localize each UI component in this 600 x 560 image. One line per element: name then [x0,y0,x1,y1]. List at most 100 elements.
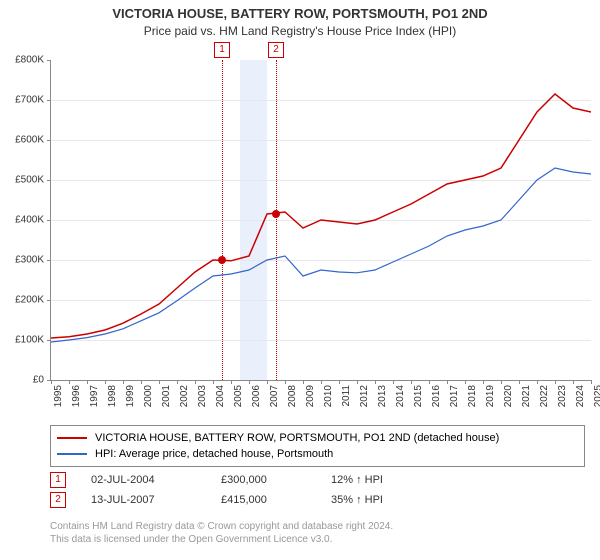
x-tick-label: 1997 [89,385,100,407]
legend-label: HPI: Average price, detached house, Port… [95,448,333,460]
x-tick-label: 2005 [233,385,244,407]
series-lines [51,60,591,380]
y-tick-mark [47,140,51,141]
x-tick-mark [375,380,376,384]
x-tick-label: 1999 [125,385,136,407]
x-tick-label: 2021 [521,385,532,407]
x-tick-label: 2011 [341,385,352,407]
x-tick-mark [195,380,196,384]
x-tick-mark [555,380,556,384]
y-tick-label: £100K [0,335,44,346]
x-tick-mark [123,380,124,384]
x-tick-label: 2020 [503,385,514,407]
x-tick-label: 2002 [179,385,190,407]
footer-line-1: Contains HM Land Registry data © Crown c… [50,520,393,533]
x-tick-mark [267,380,268,384]
y-tick-label: £800K [0,55,44,66]
y-tick-label: £0 [0,375,44,386]
x-tick-label: 1996 [71,385,82,407]
x-tick-mark [87,380,88,384]
y-tick-mark [47,100,51,101]
series-line [51,94,591,338]
event-row-date: 02-JUL-2004 [91,474,221,486]
x-tick-label: 2012 [359,385,370,407]
x-tick-mark [519,380,520,384]
x-tick-label: 2015 [413,385,424,407]
x-tick-mark [411,380,412,384]
x-tick-label: 2017 [449,385,460,407]
x-tick-label: 2008 [287,385,298,407]
x-tick-mark [483,380,484,384]
footer-line-2: This data is licensed under the Open Gov… [50,533,393,546]
x-tick-label: 1998 [107,385,118,407]
y-tick-mark [47,260,51,261]
event-label-box: 2 [268,42,284,58]
x-tick-label: 2025 [593,385,600,407]
event-label-box: 1 [214,42,230,58]
y-tick-mark [47,180,51,181]
x-tick-mark [429,380,430,384]
y-tick-mark [47,300,51,301]
x-tick-label: 2004 [215,385,226,407]
event-row-label-box: 2 [50,492,66,508]
y-tick-label: £300K [0,255,44,266]
x-tick-label: 2018 [467,385,478,407]
x-tick-label: 2022 [539,385,550,407]
plot-area: 12 [50,60,591,381]
legend-swatch [57,437,87,439]
x-tick-mark [159,380,160,384]
y-tick-label: £200K [0,295,44,306]
x-tick-mark [321,380,322,384]
legend: VICTORIA HOUSE, BATTERY ROW, PORTSMOUTH,… [50,425,585,467]
y-tick-label: £700K [0,95,44,106]
x-tick-label: 2009 [305,385,316,407]
legend-swatch [57,453,87,455]
x-tick-label: 2023 [557,385,568,407]
x-tick-label: 2016 [431,385,442,407]
chart-area: 12 1995199619971998199920002001200220032… [50,60,590,380]
legend-item: VICTORIA HOUSE, BATTERY ROW, PORTSMOUTH,… [57,430,578,446]
event-row-price: £415,000 [221,494,331,506]
y-tick-label: £500K [0,175,44,186]
x-tick-label: 2003 [197,385,208,407]
x-tick-label: 2013 [377,385,388,407]
x-tick-mark [285,380,286,384]
x-tick-label: 2000 [143,385,154,407]
event-row-note: 35% ↑ HPI [331,494,421,506]
x-tick-label: 2006 [251,385,262,407]
y-tick-mark [47,220,51,221]
event-row-note: 12% ↑ HPI [331,474,421,486]
event-row: 1 02-JUL-2004£300,00012% ↑ HPI [50,470,421,490]
x-tick-mark [105,380,106,384]
chart-title: VICTORIA HOUSE, BATTERY ROW, PORTSMOUTH,… [0,6,600,21]
event-marker [218,256,226,264]
x-tick-label: 1995 [53,385,64,407]
legend-label: VICTORIA HOUSE, BATTERY ROW, PORTSMOUTH,… [95,432,499,444]
x-tick-label: 2019 [485,385,496,407]
x-tick-mark [213,380,214,384]
chart-subtitle: Price paid vs. HM Land Registry's House … [0,24,600,38]
x-tick-mark [141,380,142,384]
x-tick-mark [51,380,52,384]
x-tick-mark [537,380,538,384]
x-tick-label: 2001 [161,385,172,407]
y-tick-label: £400K [0,215,44,226]
event-row-date: 13-JUL-2007 [91,494,221,506]
event-row-price: £300,000 [221,474,331,486]
series-line [51,168,591,342]
x-tick-mark [303,380,304,384]
y-tick-mark [47,60,51,61]
x-tick-label: 2014 [395,385,406,407]
event-row-label-box: 1 [50,472,66,488]
y-tick-label: £600K [0,135,44,146]
event-marker [272,210,280,218]
y-tick-mark [47,340,51,341]
x-tick-mark [465,380,466,384]
x-tick-mark [447,380,448,384]
x-tick-mark [249,380,250,384]
x-tick-label: 2024 [575,385,586,407]
event-vline [222,60,223,380]
events-table: 1 02-JUL-2004£300,00012% ↑ HPI 2 13-JUL-200… [50,470,421,510]
legend-item: HPI: Average price, detached house, Port… [57,446,578,462]
event-row: 2 13-JUL-2007£415,00035% ↑ HPI [50,490,421,510]
